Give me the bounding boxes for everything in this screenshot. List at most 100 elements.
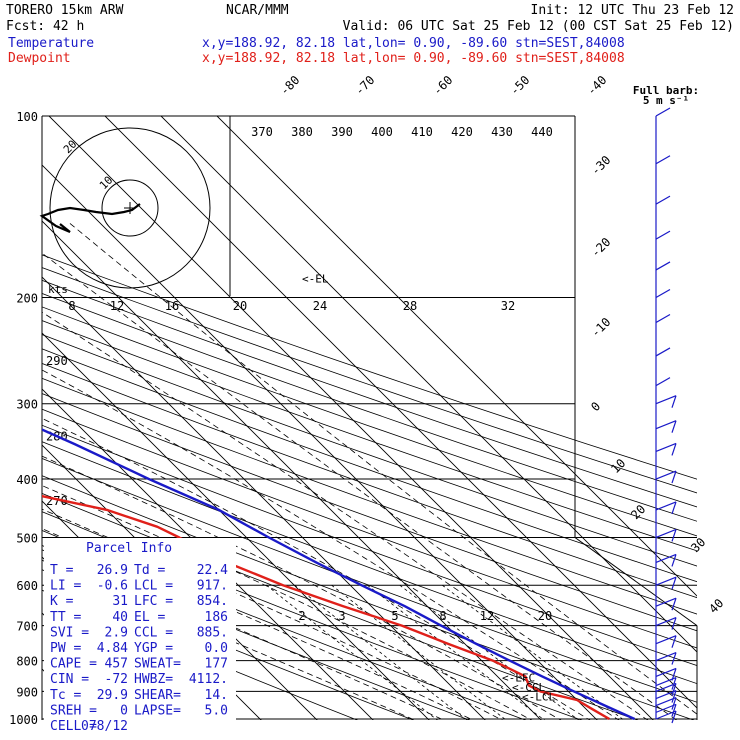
mixing-ratio-label: 8 (439, 609, 446, 623)
wind-barb-flag (671, 677, 677, 690)
pressure-tick-label: 600 (16, 579, 38, 593)
parcel-value: 186 (205, 610, 228, 625)
mixing-ratio-label: 5 (391, 609, 398, 623)
wind-barb (655, 347, 671, 357)
pressure-tick-label: 800 (16, 655, 38, 669)
wind-barb (655, 697, 677, 707)
mixing-ratio-label: 32 (501, 299, 515, 313)
level-annotation: <-LFC (502, 672, 535, 685)
wind-barb (655, 617, 677, 627)
pressure-tick-label: 100 (16, 110, 38, 124)
legend-dewpoint: Dewpoint (8, 51, 71, 66)
parcel-label: SREH = (50, 703, 97, 718)
theta-label: 400 (371, 125, 393, 139)
level-annotation: <-CCL (512, 681, 545, 694)
wind-barb (655, 470, 677, 480)
dry-adiabat-line (42, 408, 697, 649)
parcel-label: YGP = (134, 641, 173, 656)
dewpoint-line (42, 494, 611, 720)
right-frame-slant (574, 537, 698, 626)
isobars (41, 115, 698, 720)
wind-barb (655, 676, 677, 687)
wind-barb (655, 597, 677, 607)
hodograph-ring-inner (101, 179, 159, 237)
wind-barb-flag (671, 597, 677, 611)
pressure-tick-label: 400 (16, 473, 38, 487)
wind-barb (655, 682, 677, 692)
dry-adiabat-line (42, 334, 697, 567)
wind-barb (655, 667, 677, 677)
wind-barb-flag (671, 420, 677, 433)
mixing-ratio-label: 2 (298, 609, 305, 623)
parcel-label: T = (50, 563, 74, 578)
wind-barb (655, 442, 677, 453)
parcel-label: HWBZ= (134, 672, 173, 687)
theta-label: 390 (331, 125, 353, 139)
isotherm-line (42, 164, 598, 720)
dry-adiabat-line (42, 589, 358, 720)
level-annotation: <-EL (302, 273, 329, 286)
wind-barb (655, 501, 677, 511)
init-time: Init: 12 UTC Thu 23 Feb 12 (531, 3, 735, 18)
parcel-value: 29.9 (97, 688, 128, 703)
wind-barb-flag (671, 395, 677, 408)
theta-label: 410 (411, 125, 433, 139)
wind-barb-flag (671, 501, 677, 515)
wind-barb (655, 635, 677, 645)
dry-adiabat-line (42, 320, 697, 552)
mixing-ratio-label: 20 (233, 299, 247, 313)
isotherm-line (160, 116, 697, 653)
parcel-value: 40 (112, 610, 128, 625)
full-barb-label: Full barb: (633, 84, 699, 97)
pressure-tick-label: 300 (16, 398, 38, 412)
wind-barb (655, 377, 671, 387)
parcel-value: 0 (120, 703, 128, 718)
parcel-label: SHEAR= (134, 688, 181, 703)
dry-adiabat-line (42, 293, 697, 522)
sounding-series (42, 428, 636, 720)
dry-adiabat-line (42, 492, 639, 720)
wind-barb-flag (671, 697, 677, 710)
theta-left-label: 290 (46, 354, 68, 368)
wind-barb (655, 230, 671, 240)
legend-temperature: Temperature (8, 36, 94, 51)
parcel-label: LAPSE= (134, 703, 181, 718)
wind-barb-flag (671, 577, 677, 590)
parcel-value: 5.0 (205, 703, 228, 718)
parcel-label: PW = (50, 641, 81, 656)
parcel-value: 4.84 (97, 641, 128, 656)
wind-barb-flag (671, 683, 677, 696)
wind-barb-flag (671, 617, 677, 630)
temperature-line (42, 428, 636, 720)
dry-adiabat-line (42, 279, 697, 508)
parcel-label: CAPE = (50, 657, 97, 672)
isotherm-line (42, 332, 430, 720)
parcel-label: TT = (50, 610, 81, 625)
wind-barb (655, 652, 677, 662)
parcel-label: CELL = (50, 719, 97, 734)
mixing-ratio-label: 8 (68, 299, 75, 313)
wind-barb (655, 553, 677, 563)
parcel-value: 885. (197, 625, 228, 640)
mixing-ratio-label: 28 (403, 299, 417, 313)
dry-adiabat-line (42, 393, 697, 632)
wind-barb (655, 576, 677, 586)
isotherm-line (104, 116, 697, 709)
full-barb-unit: 5 m s⁻¹ (643, 94, 689, 107)
pressure-tick-label: 500 (16, 531, 38, 545)
wind-barb-flag (671, 690, 677, 703)
level-annotations: <-EL <-LFC<-CCL<-LCL (302, 273, 555, 704)
parcel-value: 177 (205, 657, 228, 672)
mixing-ratio-label: 12 (110, 299, 124, 313)
parcel-info-box: Parcel Info T = 26.9 Td = 22.4 LI = -0.6 LCL =… (44, 538, 236, 734)
dry-adiabat-line (42, 441, 697, 685)
theta-label: 420 (451, 125, 473, 139)
parcel-info-title: Parcel Info (86, 541, 172, 556)
mixing-ratio-label: 16 (165, 299, 179, 313)
pressure-tick-label: 1000 (9, 713, 38, 727)
model-name: TORERO 15km ARW (6, 3, 124, 18)
parcel-label: EL = (134, 610, 165, 625)
parcel-value: 854. (197, 594, 228, 609)
